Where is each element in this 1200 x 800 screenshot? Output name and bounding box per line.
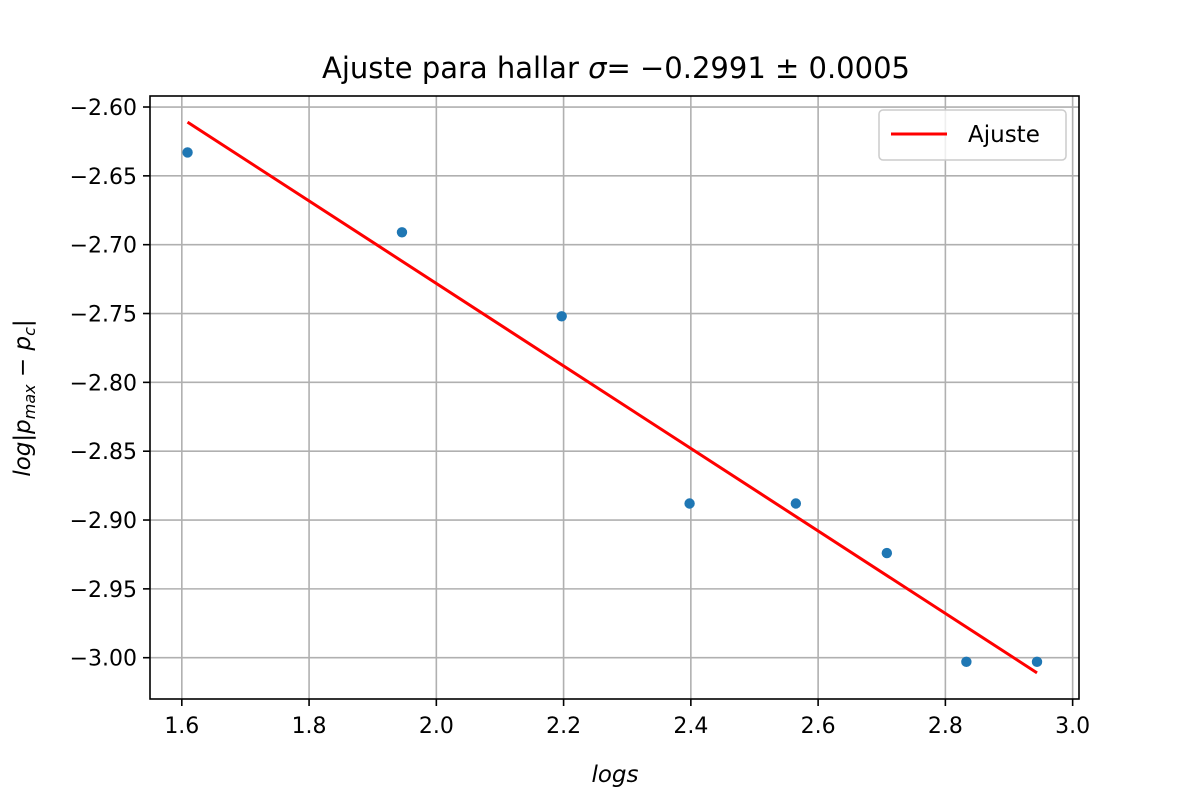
x-axis-label: logs	[591, 762, 638, 788]
y-tick-label: −2.80	[70, 371, 137, 396]
x-tick-label: 2.4	[673, 714, 708, 739]
grid	[150, 96, 1079, 699]
data-point	[790, 498, 802, 509]
axis-ticks: 1.6 1.8 2.0 2.2 2.4 2.6 2.8 3.0 −2.60 −2.65 −2.70 −…	[70, 96, 1091, 739]
y-tick-label: −2.85	[70, 440, 137, 465]
plot-series	[182, 120, 1043, 675]
y-axis-label-mid: − p	[10, 336, 36, 385]
data-point	[1031, 656, 1043, 668]
chart-title-value: = −0.2991 ± 0.0005	[606, 51, 910, 85]
y-axis-label: log|pmax − pc|	[10, 319, 39, 476]
chart-title: Ajuste para hallar σ= −0.2991 ± 0.0005	[322, 51, 910, 85]
x-tick-label: 3.0	[1055, 714, 1090, 739]
x-tick-label: 2.0	[419, 714, 454, 739]
data-point	[182, 147, 193, 158]
x-tick-label: 1.6	[164, 714, 199, 739]
y-axis-label-sub-c: c	[20, 327, 39, 336]
x-tick-label: 1.8	[292, 714, 327, 739]
plot-frame	[149, 95, 1080, 700]
legend-label: Ajuste	[968, 122, 1040, 148]
x-tick-label: 2.2	[546, 714, 581, 739]
data-point	[961, 656, 972, 668]
data-point	[556, 311, 567, 322]
y-axis-label-main: log|p	[10, 419, 36, 476]
y-axis-label-end: |	[10, 319, 36, 327]
y-axis-label-sub-max: max	[20, 384, 39, 419]
chart-title-symbol: σ	[588, 51, 608, 85]
y-tick-label: −2.65	[70, 165, 137, 190]
y-tick-label: −2.75	[70, 303, 137, 328]
x-tick-label: 2.6	[801, 714, 836, 739]
fit-line	[186, 120, 1038, 675]
y-tick-label: −3.00	[70, 647, 137, 672]
legend-box	[878, 109, 1067, 161]
data-point	[881, 547, 893, 559]
y-tick-label: −2.95	[70, 578, 137, 603]
chart-title-prefix: Ajuste para hallar	[322, 51, 588, 85]
y-tick-label: −2.90	[70, 509, 137, 534]
data-point	[396, 227, 408, 238]
y-tick-label: −2.60	[70, 96, 137, 121]
x-tick-label: 2.8	[928, 714, 963, 739]
y-tick-label: −2.70	[70, 234, 137, 259]
data-point	[684, 498, 695, 509]
legend: Ajuste	[878, 109, 1067, 161]
